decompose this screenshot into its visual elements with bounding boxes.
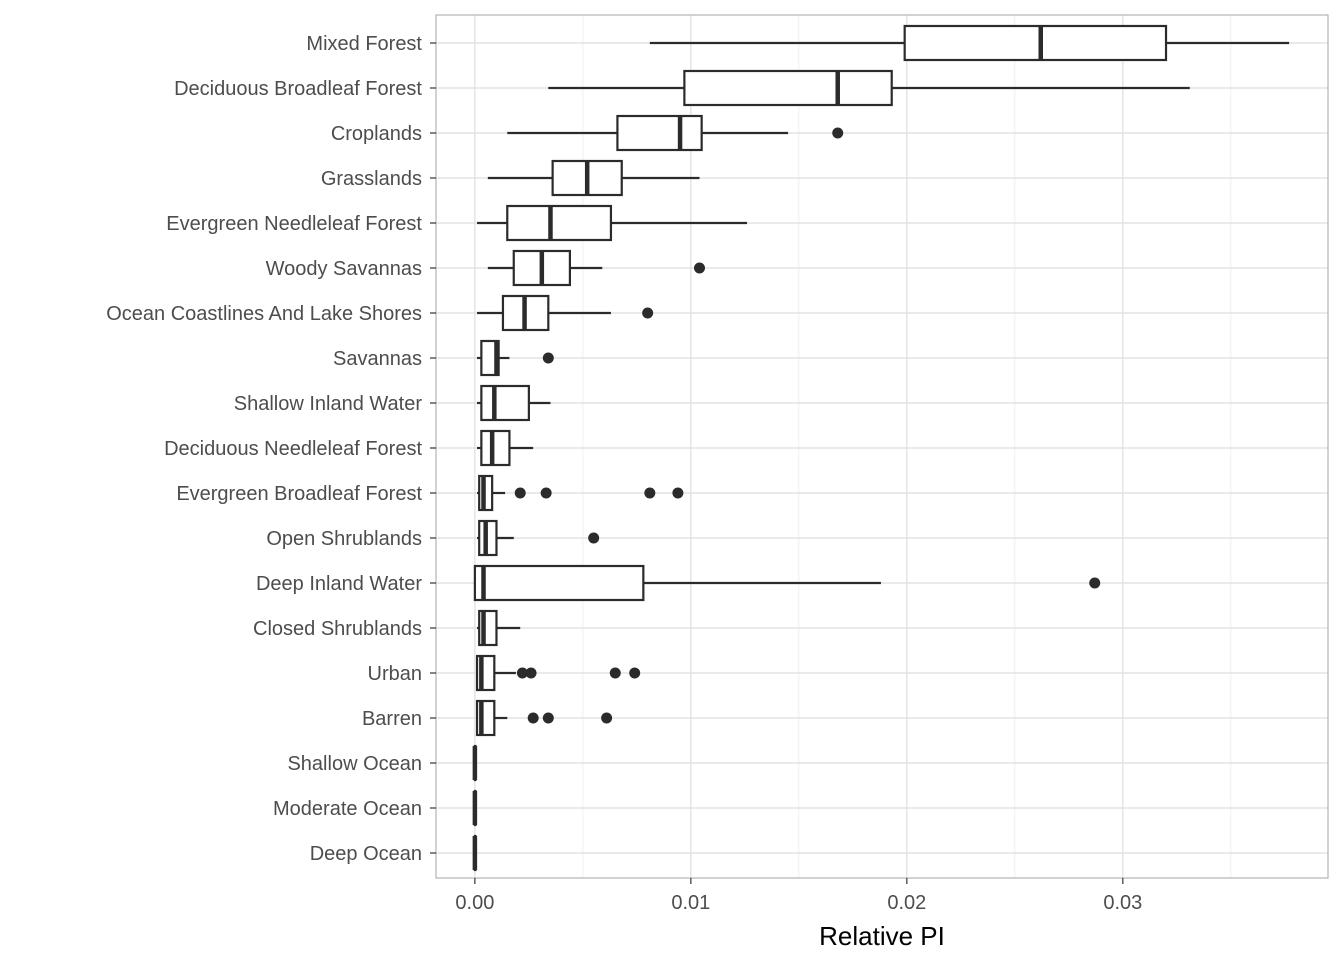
box-shallow-ocean <box>472 744 478 782</box>
category-label: Grasslands <box>321 168 422 190</box>
outlier-point <box>542 352 554 364</box>
outlier-point <box>672 487 684 499</box>
outlier-point <box>527 712 539 724</box>
category-label: Deep Ocean <box>310 843 422 865</box>
category-label: Shallow Ocean <box>287 753 422 775</box>
box-moderate-ocean <box>472 789 478 827</box>
box-shallow-inland-water <box>477 384 551 422</box>
x-tick-label: 0.00 <box>455 892 494 914</box>
box-deep-ocean <box>472 834 478 872</box>
x-tick-label: 0.01 <box>671 892 710 914</box>
category-label: Woody Savannas <box>266 258 422 280</box>
category-label: Evergreen Needleleaf Forest <box>166 213 422 235</box>
box-evergreen-broadleaf-forest <box>477 474 684 512</box>
box-croplands <box>507 114 844 152</box>
box-open-shrublands <box>477 519 600 557</box>
box-urban <box>475 654 641 692</box>
box-deciduous-needleleaf-forest <box>477 429 534 467</box>
category-label: Deciduous Broadleaf Forest <box>174 78 422 100</box>
category-label: Deep Inland Water <box>256 573 422 595</box>
outlier-point <box>1089 577 1101 589</box>
outlier-point <box>514 487 526 499</box>
box-savannas <box>477 339 554 377</box>
box-grasslands <box>487 159 700 197</box>
category-label: Mixed Forest <box>306 33 422 55</box>
outlier-point <box>525 667 537 679</box>
box-series <box>472 24 1290 872</box>
outlier-point <box>540 487 552 499</box>
box-mixed-forest <box>649 24 1290 62</box>
outlier-point <box>642 307 654 319</box>
outlier-point <box>693 262 705 274</box>
iqr-box <box>683 69 893 107</box>
category-label: Deciduous Needleleaf Forest <box>164 438 422 460</box>
iqr-box <box>480 429 511 467</box>
panel-border <box>435 14 1329 879</box>
iqr-box <box>473 564 645 602</box>
box-closed-shrublands <box>477 609 521 647</box>
outlier-point <box>629 667 641 679</box>
category-label: Urban <box>368 663 422 685</box>
category-label: Moderate Ocean <box>273 798 422 820</box>
outlier-point <box>601 712 613 724</box>
category-label: Shallow Inland Water <box>234 393 423 415</box>
category-label: Ocean Coastlines And Lake Shores <box>106 303 422 325</box>
box-deciduous-broadleaf-forest <box>548 69 1190 107</box>
x-axis-title: Relative PI <box>819 921 945 951</box>
iqr-box <box>616 114 703 152</box>
outlier-point <box>644 487 656 499</box>
outlier-point <box>832 127 844 139</box>
box-barren <box>475 699 613 737</box>
box-deep-inland-water <box>473 564 1101 602</box>
category-label: Open Shrublands <box>266 528 422 550</box>
outlier-point <box>542 712 554 724</box>
box-evergreen-needleleaf-forest <box>477 204 748 242</box>
category-label: Evergreen Broadleaf Forest <box>176 483 422 505</box>
outlier-point <box>588 532 600 544</box>
box-woody-savannas <box>487 249 705 287</box>
category-label: Savannas <box>333 348 422 370</box>
category-label: Closed Shrublands <box>253 618 422 640</box>
outlier-point <box>516 667 528 679</box>
category-label: Barren <box>362 708 422 730</box>
x-tick-label: 0.03 <box>1103 892 1142 914</box>
iqr-box <box>506 204 613 242</box>
outlier-point <box>609 667 621 679</box>
box-ocean-coastlines-and-lake-shores <box>477 294 654 332</box>
category-label: Croplands <box>331 123 422 145</box>
iqr-box <box>903 24 1168 62</box>
category-labels: Mixed Forest Deciduous Broadleaf Forest Cr… <box>106 33 436 865</box>
x-tick-label: 0.02 <box>887 892 926 914</box>
iqr-box <box>480 384 530 422</box>
x-axis-ticks: 0.00 0.01 0.02 0.03 <box>455 878 1142 914</box>
